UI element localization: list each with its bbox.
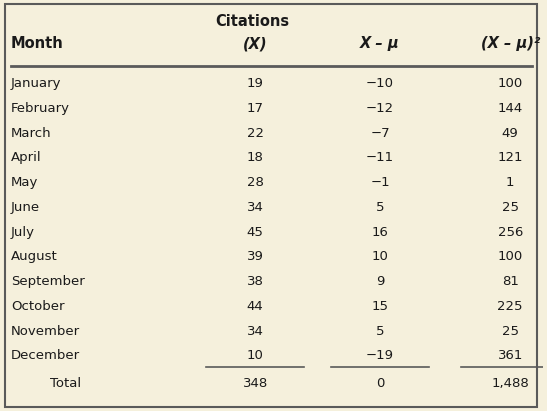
Text: 34: 34 xyxy=(247,201,264,214)
Text: 45: 45 xyxy=(247,226,264,239)
Text: 225: 225 xyxy=(497,300,523,313)
Text: 17: 17 xyxy=(247,102,264,115)
Text: May: May xyxy=(11,176,38,189)
Text: October: October xyxy=(11,300,65,313)
Text: July: July xyxy=(11,226,35,239)
Text: 25: 25 xyxy=(502,201,519,214)
Text: 25: 25 xyxy=(502,325,519,337)
Text: 10: 10 xyxy=(247,349,264,363)
Text: 19: 19 xyxy=(247,77,264,90)
Text: −10: −10 xyxy=(366,77,394,90)
FancyBboxPatch shape xyxy=(5,4,537,407)
Text: 100: 100 xyxy=(498,250,523,263)
Text: November: November xyxy=(11,325,80,337)
Text: December: December xyxy=(11,349,80,363)
Text: 38: 38 xyxy=(247,275,264,288)
Text: 16: 16 xyxy=(371,226,388,239)
Text: 5: 5 xyxy=(376,201,384,214)
Text: −19: −19 xyxy=(366,349,394,363)
Text: 18: 18 xyxy=(247,151,264,164)
Text: −12: −12 xyxy=(366,102,394,115)
Text: Total: Total xyxy=(50,376,81,390)
Text: 9: 9 xyxy=(376,275,384,288)
Text: Citations: Citations xyxy=(216,14,289,29)
Text: March: March xyxy=(11,127,51,140)
Text: June: June xyxy=(11,201,40,214)
Text: 10: 10 xyxy=(371,250,388,263)
Text: 5: 5 xyxy=(376,325,384,337)
Text: 100: 100 xyxy=(498,77,523,90)
Text: Month: Month xyxy=(11,36,63,51)
Text: −7: −7 xyxy=(370,127,390,140)
Text: 1,488: 1,488 xyxy=(491,376,529,390)
Text: September: September xyxy=(11,275,85,288)
Text: X – μ: X – μ xyxy=(360,36,400,51)
Text: 15: 15 xyxy=(371,300,388,313)
Text: 256: 256 xyxy=(498,226,523,239)
Text: −11: −11 xyxy=(366,151,394,164)
Text: 1: 1 xyxy=(506,176,515,189)
Text: 49: 49 xyxy=(502,127,519,140)
Text: 121: 121 xyxy=(497,151,523,164)
Text: 81: 81 xyxy=(502,275,519,288)
Text: 39: 39 xyxy=(247,250,264,263)
Text: (X): (X) xyxy=(243,36,267,51)
Text: (X – μ)²: (X – μ)² xyxy=(481,36,540,51)
Text: −1: −1 xyxy=(370,176,390,189)
Text: 0: 0 xyxy=(376,376,384,390)
Text: 22: 22 xyxy=(247,127,264,140)
Text: 348: 348 xyxy=(242,376,267,390)
Text: 144: 144 xyxy=(498,102,523,115)
Text: 44: 44 xyxy=(247,300,264,313)
Text: February: February xyxy=(11,102,70,115)
Text: January: January xyxy=(11,77,61,90)
Text: 34: 34 xyxy=(247,325,264,337)
Text: April: April xyxy=(11,151,42,164)
Text: August: August xyxy=(11,250,57,263)
Text: 28: 28 xyxy=(247,176,264,189)
Text: 361: 361 xyxy=(498,349,523,363)
